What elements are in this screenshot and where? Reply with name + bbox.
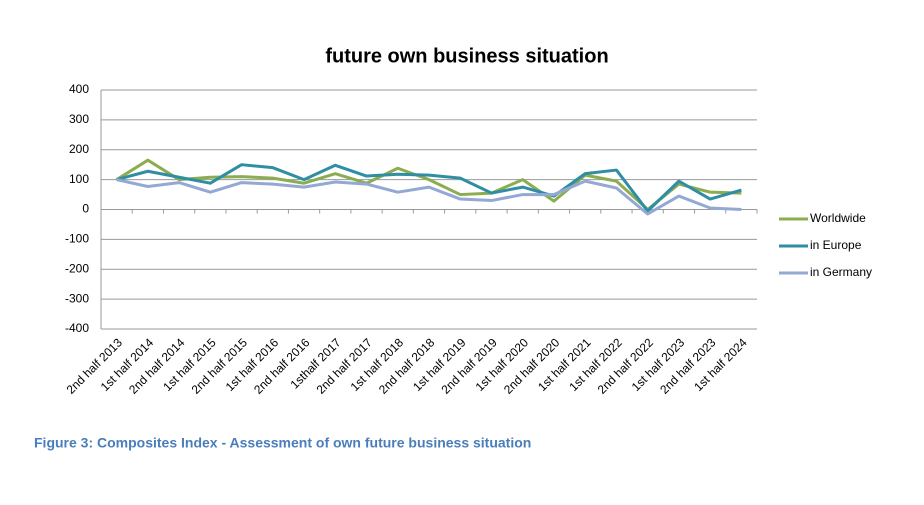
series-line	[116, 163, 742, 213]
legend-label: Worldwide	[810, 211, 866, 225]
y-tick-label: 400	[69, 82, 89, 96]
legend-label: in Germany	[810, 265, 872, 279]
y-tick-label: -300	[65, 291, 89, 305]
y-tick-label: -400	[65, 321, 89, 335]
legend-label: in Europe	[810, 238, 862, 252]
y-tick-label: 300	[69, 112, 89, 126]
caption: Figure 3: Composites Index - Assessment …	[34, 435, 531, 451]
y-tick-label: 200	[69, 142, 89, 156]
y-tick-label: -100	[65, 232, 89, 246]
y-tick-label: 100	[69, 172, 89, 186]
y-tick-label: 0	[82, 202, 89, 216]
chart-title: future own business situation	[325, 45, 608, 67]
series-line	[116, 178, 742, 216]
y-tick-label: -200	[65, 261, 89, 275]
